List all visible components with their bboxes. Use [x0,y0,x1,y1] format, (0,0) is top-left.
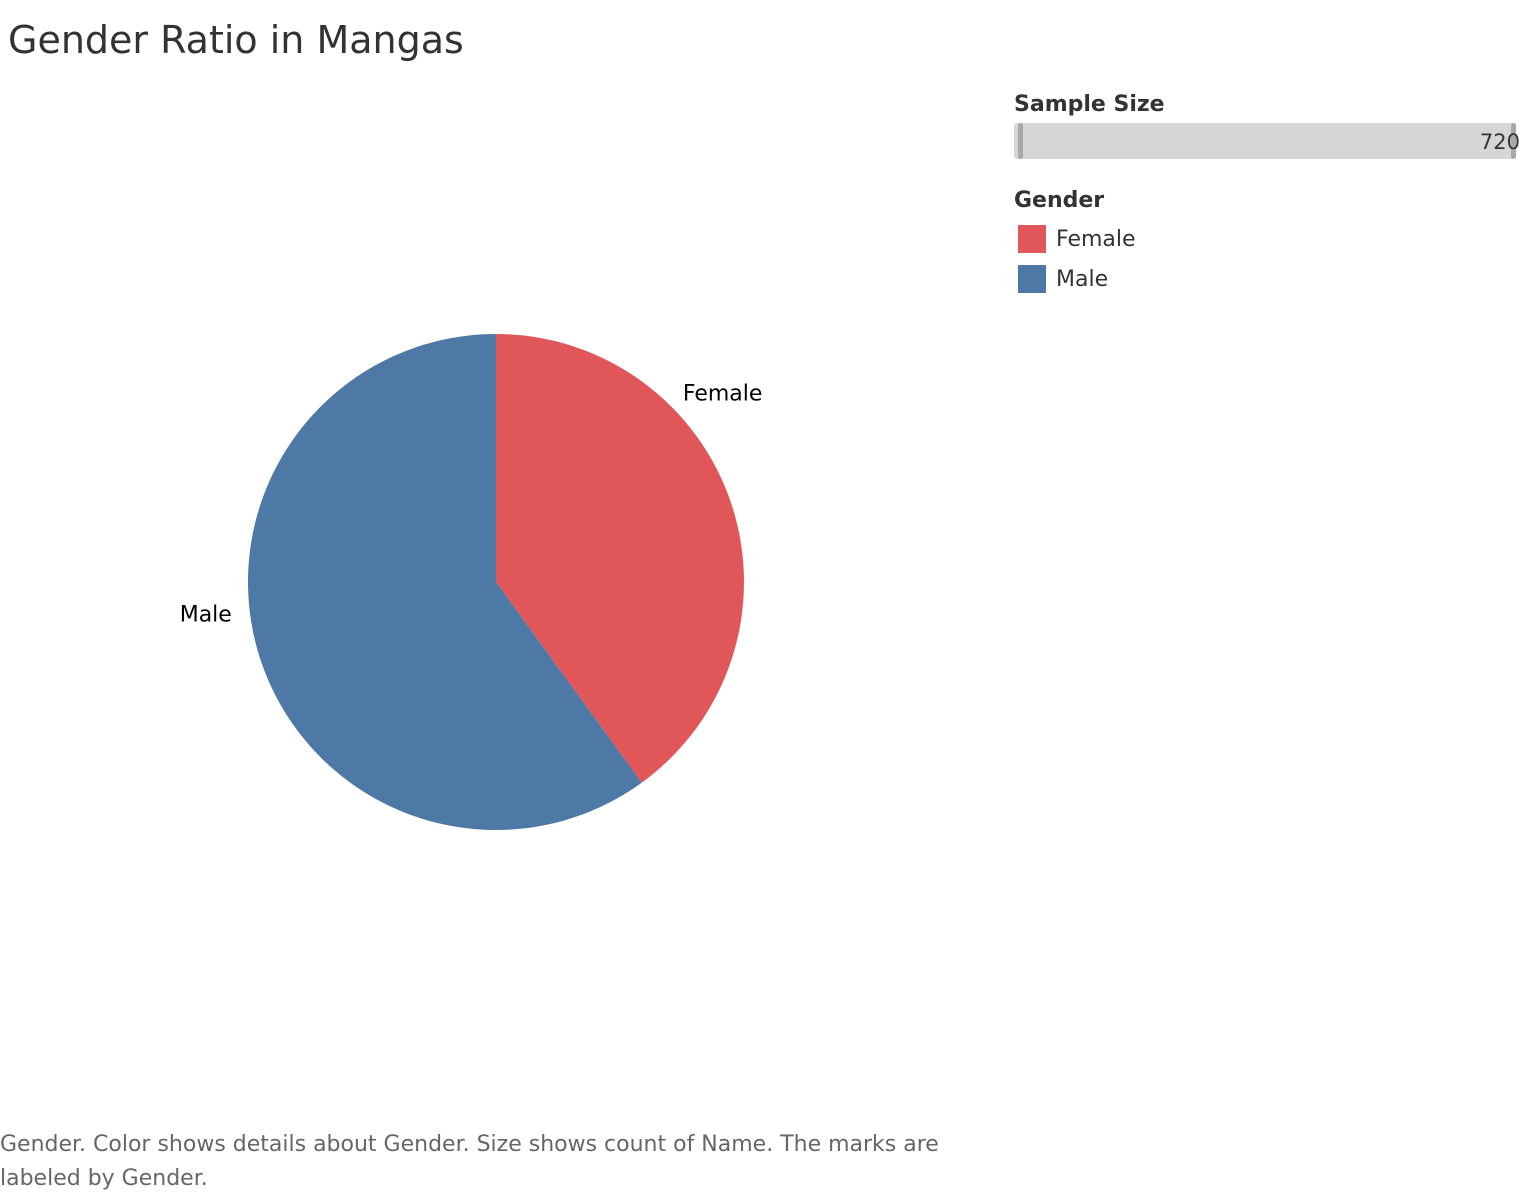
chart-caption: Gender. Color shows details about Gender… [0,1132,939,1191]
gender-legend: Gender Female Male [1014,188,1414,299]
legend-label-male: Male [1056,266,1109,292]
filter-heading: Sample Size [1014,92,1165,117]
pie-chart-canvas: Female Male [180,334,763,831]
sample-size-slider[interactable]: 720 [1014,123,1520,159]
pie-label-male: Male [180,602,232,627]
pie-label-female: Female [683,382,763,407]
pie-chart: Female Male [0,80,1000,1090]
slider-max-value: 720 [1479,130,1520,154]
legend-item-female[interactable]: Female [1014,219,1414,259]
legend-item-male[interactable]: Male [1014,259,1414,299]
chart-title: Gender Ratio in Mangas [8,18,464,62]
pie-slice-male[interactable] [247,334,642,831]
slider-handle-max[interactable] [1511,123,1516,159]
slider-handle-min[interactable] [1018,123,1023,159]
pie-slice-female[interactable] [496,334,744,783]
sample-size-filter: Sample Size 720 [1014,92,1520,159]
legend-label-female: Female [1056,226,1136,252]
legend-heading: Gender [1014,188,1105,213]
legend-swatch-male [1018,265,1046,293]
legend-swatch-female [1018,225,1046,253]
